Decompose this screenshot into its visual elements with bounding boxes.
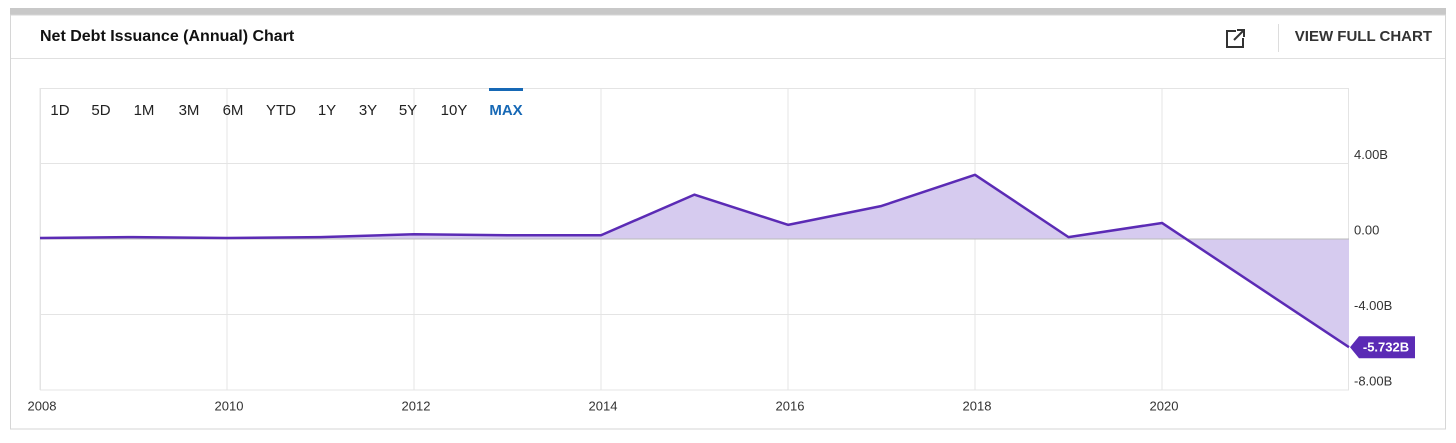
area-fill (40, 174, 1349, 348)
x-tick-label: 2008 (28, 398, 57, 413)
top-bar (10, 8, 1446, 15)
value-label: -5.732B (1363, 340, 1409, 355)
range-button[interactable]: 1M (134, 102, 155, 119)
x-tick-label: 2018 (963, 398, 992, 413)
plot: 2008 2010 2012 2014 2016 2018 2020 4.00B 0.00 -4.… (28, 88, 1415, 413)
x-tick-label: 2012 (402, 398, 431, 413)
range-button[interactable]: YTD (266, 102, 296, 119)
x-tick-label: 2014 (589, 398, 618, 413)
range-button[interactable]: 1Y (318, 102, 336, 119)
x-tick-label: 2010 (215, 398, 244, 413)
range-button[interactable]: 3Y (359, 102, 377, 119)
view-full-chart[interactable]: VIEW FULL CHART (1295, 28, 1432, 45)
value-tag (1350, 336, 1415, 359)
y-tick-label: -4.00B (1354, 298, 1392, 313)
range-button[interactable]: 1D (50, 102, 69, 119)
line (39, 173, 1350, 349)
x-tick-label: 2016 (776, 398, 805, 413)
range-button[interactable]: 6M (223, 102, 244, 119)
y-tick-label: 4.00B (1354, 147, 1388, 162)
range-button[interactable]: 5D (91, 102, 110, 119)
range-button[interactable]: 5Y (399, 102, 417, 119)
range-button[interactable]: 3M (179, 102, 200, 119)
range-button[interactable]: MAX (489, 102, 522, 119)
chart-title: Net Debt Issuance (Annual) Chart (40, 28, 295, 45)
y-tick-label: -8.00B (1354, 373, 1392, 388)
range-button[interactable]: 10Y (441, 102, 468, 119)
x-tick-label: 2020 (1150, 398, 1179, 413)
y-tick-label: 0.00 (1354, 222, 1379, 237)
external-link-icon[interactable] (1226, 29, 1245, 48)
active-indicator (489, 88, 523, 91)
range-selector: 1D 5D 1M 3M 6M YTD 1Y 3Y 5Y 10Y MAX (50, 88, 523, 119)
